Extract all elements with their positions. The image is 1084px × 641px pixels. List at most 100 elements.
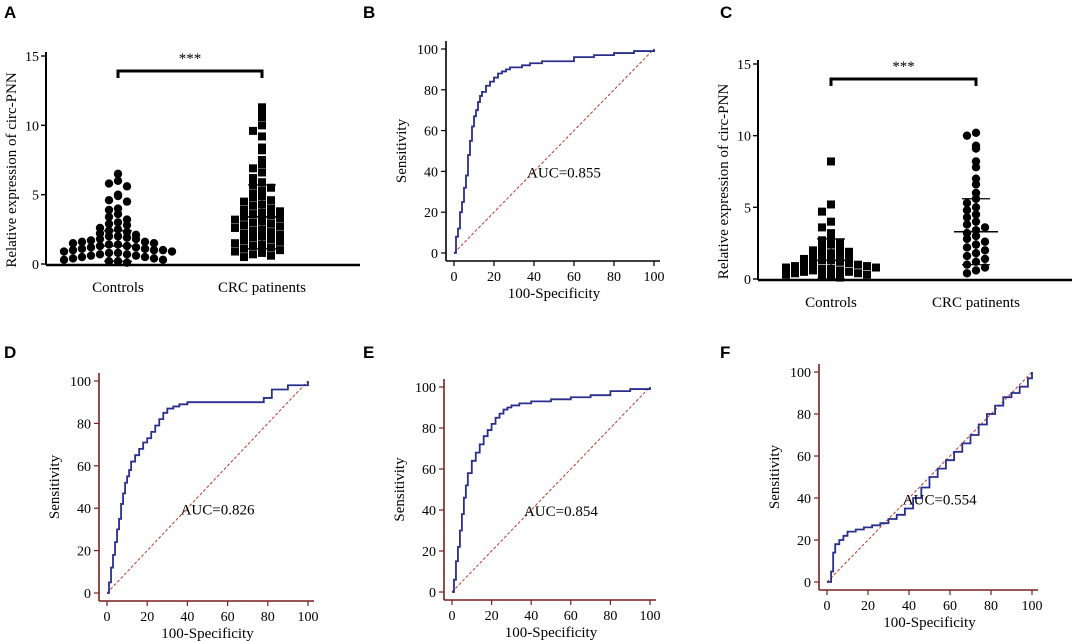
data-point-square — [782, 270, 790, 279]
y-tick-label: 0 — [744, 273, 751, 288]
data-point-square — [854, 269, 862, 278]
y-tick-label: 80 — [797, 408, 811, 423]
x-tick-label: 20 — [485, 609, 499, 624]
data-point-square — [809, 266, 817, 275]
data-point-circle — [59, 255, 69, 265]
y-tick-label: 60 — [424, 125, 438, 140]
data-point-square — [231, 215, 239, 224]
data-point-circle — [86, 251, 96, 260]
data-point-square — [258, 160, 266, 169]
data-point-square — [267, 204, 275, 213]
data-point-square — [258, 146, 266, 155]
y-tick-label: 80 — [77, 417, 91, 432]
x-tick-label: 80 — [607, 270, 621, 285]
x-category-label: CRC patinents — [218, 280, 306, 296]
data-point-square — [276, 207, 284, 216]
data-point-square — [800, 254, 808, 263]
significance-label: *** — [892, 59, 915, 75]
x-tick-label: 40 — [902, 599, 916, 614]
data-point-square — [249, 189, 257, 198]
significance-bracket — [116, 69, 264, 78]
data-point-circle — [86, 236, 96, 245]
data-point-square — [267, 228, 275, 237]
x-tick-label: 20 — [487, 270, 501, 285]
data-point-circle — [122, 182, 132, 191]
data-point-circle — [104, 232, 114, 241]
data-point-square — [258, 113, 266, 122]
y-tick-label: 40 — [422, 504, 436, 519]
significance-bracket — [829, 77, 978, 86]
data-point-circle — [104, 196, 114, 205]
data-point-square — [827, 233, 835, 242]
data-point-square — [267, 243, 275, 252]
data-point-square — [231, 223, 239, 232]
panel-d-roc: 0 20 40 60 80 100 0 20 40 60 80 100 100-Specificity S… — [47, 373, 319, 641]
y-tick-label: 15 — [737, 58, 751, 73]
x-category-label: Controls — [92, 280, 144, 296]
x-tick-label: 0 — [824, 599, 831, 614]
data-point-square — [872, 263, 880, 272]
y-tick-label: 5 — [32, 189, 39, 204]
y-axis-title: Sensitivity — [394, 118, 410, 183]
data-point-circle — [113, 218, 123, 227]
significance-label: *** — [179, 51, 202, 67]
data-point-square — [836, 266, 844, 275]
y-tick-label: 60 — [77, 460, 91, 475]
data-point-circle — [113, 176, 123, 185]
data-point-square — [827, 200, 835, 209]
data-point-square — [258, 132, 266, 141]
data-point-circle — [122, 258, 132, 267]
panel-letter-d: D — [4, 343, 16, 362]
panel-b-roc: 0 20 40 60 80 100 0 20 40 60 80 100 100-Specificity S… — [394, 41, 665, 302]
data-point-circle — [962, 206, 972, 215]
data-point-circle — [68, 254, 78, 263]
y-tick-label: 10 — [25, 119, 39, 134]
y-tick-label: 0 — [431, 247, 438, 262]
reference-diagonal-line — [453, 48, 655, 254]
data-point-circle — [158, 245, 168, 255]
y-tick-label: 100 — [790, 366, 811, 381]
x-tick-label: 100 — [298, 610, 319, 625]
data-point-square — [791, 262, 799, 271]
x-axis-title: 100-Specificity — [161, 626, 254, 641]
y-tick-label: 0 — [804, 576, 811, 591]
auc-label: AUC=0.826 — [181, 503, 255, 519]
x-category-label: Controls — [805, 295, 857, 311]
y-tick-label: 20 — [424, 206, 438, 221]
x-tick-label: 60 — [943, 599, 957, 614]
data-point-circle — [158, 255, 168, 265]
data-point-circle — [59, 247, 69, 256]
data-point-square — [276, 222, 284, 231]
data-point-square — [240, 221, 248, 230]
data-point-circle — [122, 220, 132, 230]
data-point-square — [258, 156, 266, 164]
data-point-square — [231, 247, 239, 256]
y-axis-title: Sensitivity — [392, 457, 408, 522]
panel-letter-e: E — [363, 343, 374, 362]
x-tick-label: 40 — [527, 270, 541, 285]
y-tick-label: 40 — [797, 492, 811, 507]
data-point-circle — [104, 205, 114, 215]
data-point-circle — [131, 234, 141, 244]
y-tick-label: 0 — [32, 258, 39, 273]
data-point-circle — [104, 219, 114, 228]
data-point-square — [818, 223, 826, 232]
y-tick-label: 20 — [77, 545, 91, 560]
roc-curve-line — [454, 49, 655, 254]
data-point-square — [836, 239, 844, 248]
data-point-circle — [104, 179, 114, 188]
panel-letter-c: C — [720, 3, 732, 22]
x-tick-label: 80 — [984, 599, 998, 614]
data-point-circle — [140, 237, 150, 247]
data-point-circle — [962, 269, 972, 278]
y-tick-label: 0 — [429, 586, 436, 601]
reference-diagonal-line — [106, 380, 309, 594]
data-point-circle — [68, 245, 78, 255]
data-point-square — [258, 107, 266, 116]
data-point-square — [249, 126, 257, 135]
data-point-circle — [140, 252, 150, 262]
data-point-circle — [962, 131, 972, 140]
y-tick-label: 20 — [422, 545, 436, 560]
roc-curve-line — [827, 372, 1033, 583]
